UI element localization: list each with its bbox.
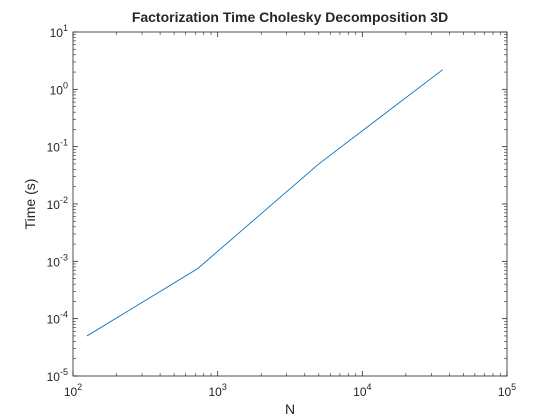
- x-tick-label: 103: [208, 382, 226, 399]
- y-tick-label: 10-4: [47, 310, 68, 327]
- x-tick-label: 104: [353, 382, 371, 399]
- y-axis-label: Time (s): [22, 179, 38, 230]
- y-tick-label: 10-1: [47, 138, 68, 155]
- y-tick-label: 100: [50, 80, 68, 97]
- y-axis: 10-5 10-4 10-3 10-2 10-1 100 101: [47, 23, 507, 384]
- x-tick-label: 105: [498, 382, 516, 399]
- y-tick-label: 10-3: [47, 252, 68, 269]
- y-tick-label: 10-5: [47, 367, 68, 384]
- data-series-layer: [86, 69, 443, 337]
- y-tick-label: 10-2: [47, 195, 68, 212]
- plot-area-background: [73, 32, 507, 376]
- chart-title: Factorization Time Cholesky Decompositio…: [132, 9, 448, 25]
- y-tick-label: 101: [50, 23, 68, 40]
- series-line-1: [86, 69, 443, 337]
- x-axis: 102 103 104 105: [64, 32, 516, 399]
- x-axis-label: N: [285, 401, 295, 417]
- x-tick-label: 102: [64, 382, 82, 399]
